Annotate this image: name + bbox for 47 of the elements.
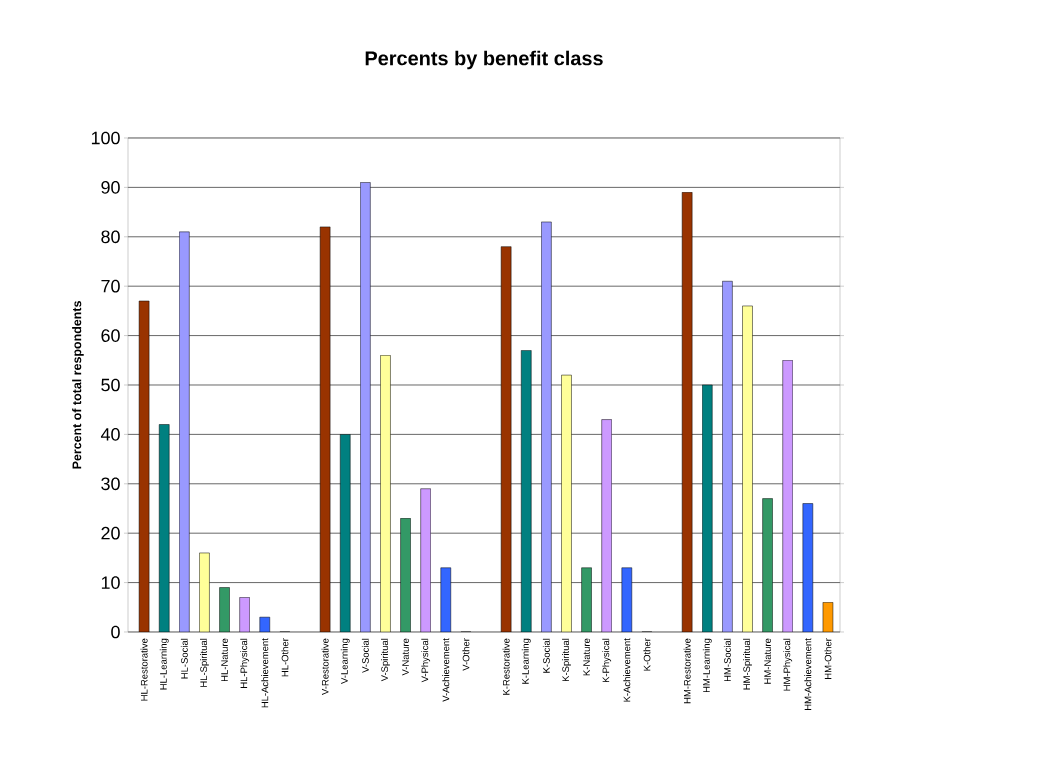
x-tick-label: HM-Achievement	[804, 638, 812, 710]
y-tick-label: 100	[91, 131, 120, 145]
x-tick-label: V-Spiritual	[381, 638, 390, 682]
y-tick-label: 0	[111, 625, 120, 639]
x-tick-label: V-Achievement	[442, 638, 450, 702]
x-tick-label: HM-Nature	[764, 638, 771, 684]
x-tick-label: V-Other	[462, 638, 470, 671]
bar	[239, 597, 250, 632]
x-tick-label: V-Physical	[421, 638, 431, 683]
x-tick-label: K-Restorative	[502, 638, 510, 695]
x-tick-label: K-Physical	[602, 638, 612, 683]
x-tick-label: HL-Achievement	[261, 638, 269, 708]
x-tick-label: HM-Other	[824, 638, 832, 679]
x-tick-label: HL-Physical	[240, 638, 250, 688]
x-tick-label: HM-Spiritual	[743, 638, 752, 690]
x-tick-label: K-Other	[643, 638, 651, 671]
x-tick-label: HM-Physical	[783, 638, 793, 691]
x-tick-label: V-Learning	[340, 638, 350, 684]
x-tick-label: K-Achievement	[623, 638, 631, 702]
chart-title: Percents by benefit class	[365, 50, 603, 70]
y-axis-title: Percent of total respondents	[72, 301, 84, 469]
x-tick-label: V-Restorative	[321, 638, 329, 695]
y-tick-label: 30	[101, 477, 120, 491]
y-tick-label: 10	[101, 576, 120, 589]
bar	[219, 587, 230, 632]
x-tick-label: K-Nature	[583, 638, 590, 676]
y-tick-label: 90	[101, 181, 120, 194]
x-tick-label: HL-Nature	[221, 638, 228, 682]
x-tick-label: K-Learning	[521, 638, 531, 684]
x-tick-label: HL-Social	[180, 638, 188, 679]
y-tick-label: 50	[101, 378, 120, 392]
y-tick-label: 70	[101, 279, 120, 293]
y-tick-label: 80	[101, 230, 120, 244]
x-tick-label: HM-Social	[723, 638, 731, 682]
x-tick-label: K-Spiritual	[562, 638, 571, 682]
y-tick-label: 60	[101, 329, 120, 342]
x-tick-label: HL-Spiritual	[200, 638, 209, 687]
y-tick-label: 20	[101, 526, 120, 540]
x-tick-label: HL-Other	[281, 638, 289, 677]
x-tick-label: HM-Learning	[702, 638, 712, 693]
x-tick-label: HL-Restorative	[140, 638, 148, 701]
x-tick-label: K-Social	[542, 638, 550, 673]
x-tick-label: V-Nature	[402, 638, 409, 676]
x-tick-label: HL-Learning	[159, 638, 169, 690]
x-tick-label: V-Social	[361, 638, 369, 673]
y-tick-label: 40	[100, 428, 120, 441]
x-tick-label: HM-Restorative	[683, 638, 691, 704]
